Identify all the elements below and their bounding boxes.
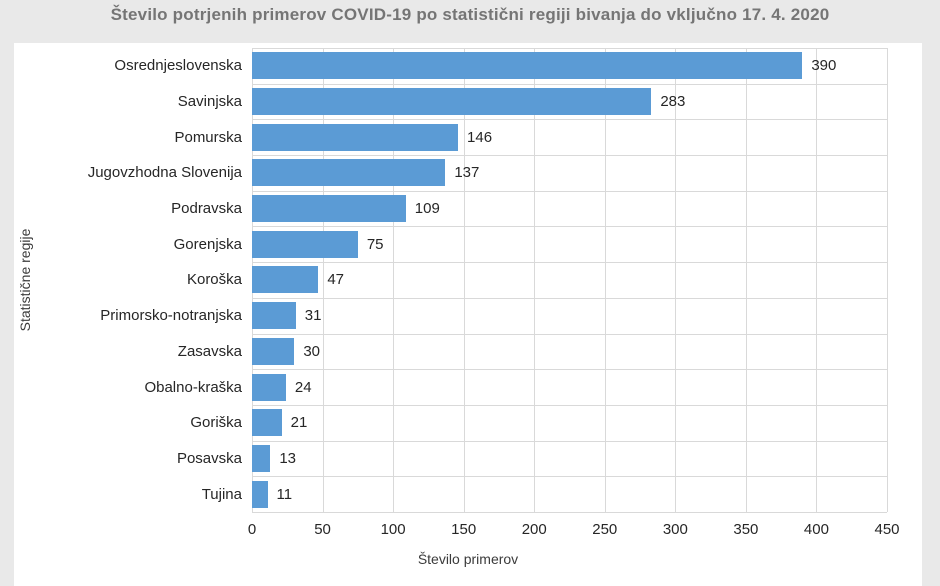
x-tick-label: 200 <box>521 521 547 538</box>
value-label: 146 <box>467 128 493 146</box>
gridline-vertical <box>816 48 817 512</box>
category-label: Koroška <box>186 271 242 289</box>
x-axis-tick-labels: 0 50 100 150 200 250 300 350 400 450 <box>14 43 922 586</box>
category-label: Posavska <box>176 449 242 467</box>
category-label: Osrednjeslovenska <box>114 57 242 75</box>
gridline-horizontal <box>252 155 887 156</box>
gridline-horizontal <box>252 334 887 335</box>
category-label: Primorsko-notranjska <box>100 307 242 325</box>
x-tick-label: 300 <box>662 521 688 538</box>
category-label: Goriška <box>190 414 242 432</box>
bar-primorsko-notranjska <box>252 302 296 330</box>
bar-pomurska <box>252 123 459 151</box>
bar-obalno-kra-ka <box>252 373 286 401</box>
x-tick-label: 450 <box>874 521 900 538</box>
value-label: 283 <box>660 93 686 111</box>
bar-row: 24 <box>252 369 887 405</box>
value-label: 11 <box>276 485 293 503</box>
gridline-horizontal <box>252 226 887 227</box>
bar-koro-ka <box>252 266 319 294</box>
gridline-horizontal <box>252 476 887 477</box>
bar-podravska <box>252 195 406 223</box>
gridline-horizontal <box>252 512 887 513</box>
bar-posavska <box>252 444 271 472</box>
gridline-horizontal <box>252 84 887 85</box>
plot-area: 390 283 146 137 109 75 47 31 30 24 21 13 11 <box>252 48 888 513</box>
bar-row: 31 <box>252 298 887 334</box>
gridline-horizontal <box>252 405 887 406</box>
x-tick-label: 0 <box>247 521 257 538</box>
bar-row: 21 <box>252 405 887 441</box>
gridline-vertical <box>393 48 394 512</box>
bar-gori-ka <box>252 409 282 437</box>
value-label: 390 <box>811 57 837 75</box>
gridline-horizontal <box>252 48 887 49</box>
bar-gorenjska <box>252 230 358 258</box>
category-label: Savinjska <box>177 93 242 111</box>
category-label: Zasavska <box>177 342 242 360</box>
gridline-vertical <box>323 48 324 512</box>
bar-row: 137 <box>252 155 887 191</box>
category-axis-labels: Osrednjeslovenska Savinjska Pomurska Jugovz… <box>14 48 242 512</box>
category-label: Jugovzhodna Slovenija <box>87 164 242 182</box>
gridline-vertical <box>887 48 888 512</box>
gridline-horizontal <box>252 191 887 192</box>
category-label: Podravska <box>171 200 242 218</box>
gridline-horizontal <box>252 298 887 299</box>
bar-osrednjeslovenska <box>252 52 803 80</box>
bar-row: 146 <box>252 119 887 155</box>
gridline-horizontal <box>252 119 887 120</box>
x-tick-label: 250 <box>592 521 618 538</box>
value-label: 47 <box>327 271 344 289</box>
gridline-vertical <box>746 48 747 512</box>
gridline-vertical <box>605 48 606 512</box>
bar-row: 109 <box>252 191 887 227</box>
bar-row: 11 <box>252 476 887 512</box>
value-label: 137 <box>454 164 480 182</box>
x-tick-label: 50 <box>314 521 331 538</box>
gridline-horizontal <box>252 369 887 370</box>
category-label: Obalno-kraška <box>144 378 242 396</box>
gridline-vertical <box>464 48 465 512</box>
x-axis-title: Število primerov <box>417 551 519 567</box>
category-label: Gorenjska <box>173 235 242 253</box>
bar-row: 30 <box>252 334 887 370</box>
bar-row: 283 <box>252 84 887 120</box>
value-label: 31 <box>304 307 322 325</box>
gridline-vertical <box>534 48 535 512</box>
chart-title: Število potrjenih primerov COVID-19 po s… <box>110 5 830 24</box>
category-label: Pomurska <box>174 128 242 146</box>
bar-row: 13 <box>252 441 887 477</box>
gridline-horizontal <box>252 441 887 442</box>
value-label: 30 <box>303 342 321 360</box>
value-label: 24 <box>294 378 312 396</box>
bar-row: 47 <box>252 262 887 298</box>
chart-panel: Statistične regije Osrednjeslovenska Savi… <box>14 43 922 586</box>
x-tick-label: 400 <box>803 521 829 538</box>
bar-row: 75 <box>252 226 887 262</box>
bar-row: 390 <box>252 48 887 84</box>
bar-tujina <box>252 480 268 508</box>
gridline-horizontal <box>252 262 887 263</box>
x-tick-label: 100 <box>380 521 406 538</box>
x-tick-label: 150 <box>451 521 477 538</box>
value-label: 21 <box>290 414 308 432</box>
bar-zasavska <box>252 337 295 365</box>
bar-jugovzhodna-slovenija <box>252 159 446 187</box>
x-tick-label: 350 <box>733 521 759 538</box>
bar-savinjska <box>252 88 652 116</box>
value-label: 75 <box>366 235 384 253</box>
gridline-vertical <box>675 48 676 512</box>
value-label: 13 <box>279 449 297 467</box>
value-label: 109 <box>414 200 440 218</box>
category-label: Tujina <box>201 485 242 503</box>
